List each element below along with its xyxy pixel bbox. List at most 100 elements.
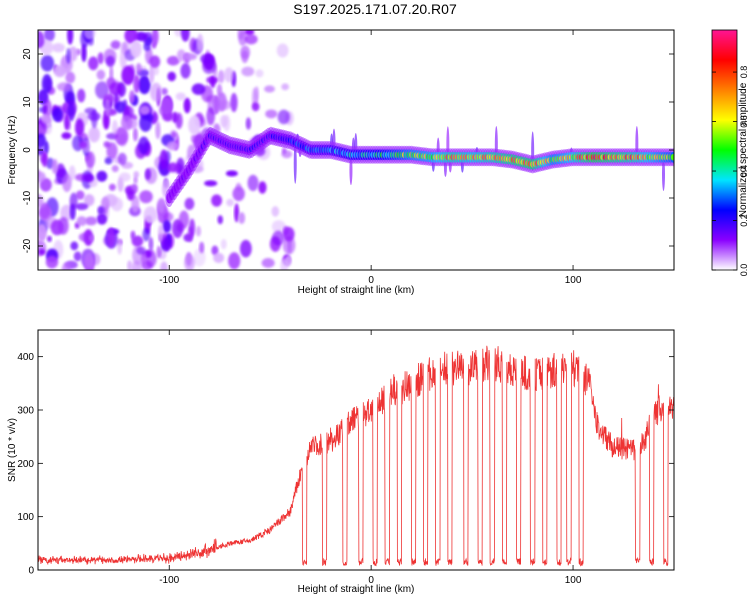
- spectrogram-cell: [121, 65, 135, 85]
- spectrogram-cell: [111, 197, 124, 212]
- spectrogram-cell: [115, 101, 126, 114]
- spectrogram-cell: [178, 210, 190, 229]
- spectrogram-cell: [131, 195, 140, 213]
- y-tick-label: 400: [17, 352, 34, 363]
- spectrogram-cell: [155, 121, 161, 140]
- colorbar-ticks: 0.0 0.2 0.4 0.6 0.8: [712, 66, 749, 276]
- spectrogram-cell: [83, 30, 96, 40]
- spectrogram-cell: [88, 56, 99, 71]
- x-tick-label: 0: [368, 575, 374, 586]
- spectrogram-cell: [96, 170, 108, 182]
- spectrogram-cell: [107, 227, 115, 248]
- spectrogram-cell: [114, 126, 129, 146]
- spectrogram-cell: [255, 69, 264, 78]
- spectrogram-cell: [199, 241, 205, 254]
- spectrogram-cell: [167, 162, 179, 173]
- spectrogram-cell: [77, 88, 86, 103]
- spectrogram-cell: [210, 75, 216, 88]
- spectrogram-cell: [132, 127, 138, 142]
- spectrogram-cell: [265, 109, 278, 119]
- spectrogram-cell: [670, 154, 674, 161]
- spectrogram-cell: [174, 30, 183, 37]
- spectrogram-cell: [38, 248, 46, 256]
- spectrogram-cell: [65, 71, 76, 84]
- spectrogram-cell: [38, 133, 47, 148]
- spectrogram-cell: [282, 226, 295, 242]
- spectrogram-cell: [42, 104, 47, 116]
- spectrogram-cell: [213, 95, 219, 115]
- spectrogram-cell: [38, 171, 46, 183]
- y-tick-label: 0: [28, 566, 34, 577]
- spectrogram-cell: [61, 132, 72, 140]
- spectrogram-y-label: Frequency (Hz): [7, 116, 18, 185]
- spectrogram-cell: [87, 111, 101, 121]
- colorbar-tick-label: 0.4: [739, 165, 749, 178]
- chart-title: S197.2025.171.07.20.R07: [293, 1, 457, 17]
- spectrogram-cell: [112, 119, 118, 136]
- spectrogram-cell: [234, 203, 240, 223]
- spectrogram-cell: [75, 190, 85, 200]
- x-tick-label: -100: [159, 575, 179, 586]
- spectrogram-cell: [282, 147, 287, 155]
- spectrogram-cell: [183, 97, 191, 114]
- spectrogram-cell: [139, 190, 153, 204]
- spectrogram-marks: [38, 30, 674, 270]
- spectrogram-cell: [89, 234, 94, 242]
- x-tick-label: 0: [368, 275, 374, 286]
- spectrogram-cell: [51, 42, 65, 53]
- spectrogram-cell: [69, 192, 78, 210]
- spectrogram-cell: [39, 202, 51, 219]
- colorbar-tick-label: 0.6: [739, 115, 749, 128]
- spectrogram-cell: [167, 71, 176, 82]
- spectrogram-cell: [139, 105, 150, 115]
- spectrogram-cell: [131, 260, 142, 270]
- spectrogram-cell: [244, 34, 258, 45]
- spectrogram-cell: [230, 92, 238, 113]
- spectrogram-cell: [97, 205, 105, 215]
- spectrogram-cell: [119, 172, 131, 182]
- spectrogram-cell: [68, 165, 76, 181]
- spectrogram-cell: [121, 114, 133, 131]
- spectrogram-cell: [40, 54, 55, 72]
- spectrogram-cell: [78, 141, 88, 149]
- spectrogram-cell: [156, 245, 162, 259]
- colorbar-tick-label: 0.2: [739, 214, 749, 227]
- spectrogram-cell: [84, 252, 95, 269]
- spectrogram-cell: [144, 168, 151, 181]
- y-tick-label: -20: [22, 238, 33, 253]
- spectrogram-cell: [66, 47, 71, 64]
- y-tick-label: 20: [22, 48, 33, 60]
- spectrogram-cell: [124, 30, 138, 44]
- spectrogram-cell: [141, 251, 147, 267]
- spectrogram-cell: [63, 113, 70, 131]
- spectrogram-cell: [293, 142, 297, 184]
- spectrogram-cell: [52, 107, 63, 122]
- spectrogram-cell: [62, 173, 72, 193]
- spectrogram-cell: [143, 42, 151, 52]
- spectrogram-cell: [81, 43, 87, 63]
- spectrogram-cell: [180, 63, 191, 79]
- spectrogram-cell: [183, 53, 197, 61]
- spectrogram-cell: [44, 30, 55, 42]
- spectrogram-cell: [131, 235, 144, 247]
- spectrogram-cell: [96, 69, 106, 80]
- spectrogram-cell: [50, 219, 64, 236]
- spectrogram-cell: [108, 183, 116, 191]
- spectrogram-cell: [247, 174, 259, 192]
- spectrogram-cell: [109, 66, 114, 81]
- spectrogram-cell: [41, 113, 50, 124]
- spectrogram-cell: [241, 66, 255, 77]
- spectrogram-cell: [276, 43, 289, 58]
- spectrogram-cell: [84, 216, 98, 226]
- spectrogram-cell: [103, 141, 111, 148]
- spectrogram-cell: [200, 53, 214, 64]
- spectrogram-cell: [220, 114, 228, 128]
- spectrogram-cell: [237, 30, 245, 40]
- y-tick-label: 200: [17, 459, 34, 470]
- spectrogram-cell: [117, 152, 127, 165]
- spectrogram-cell: [53, 65, 67, 78]
- spectrogram-cell: [211, 194, 223, 207]
- spectrogram-cell: [241, 50, 249, 64]
